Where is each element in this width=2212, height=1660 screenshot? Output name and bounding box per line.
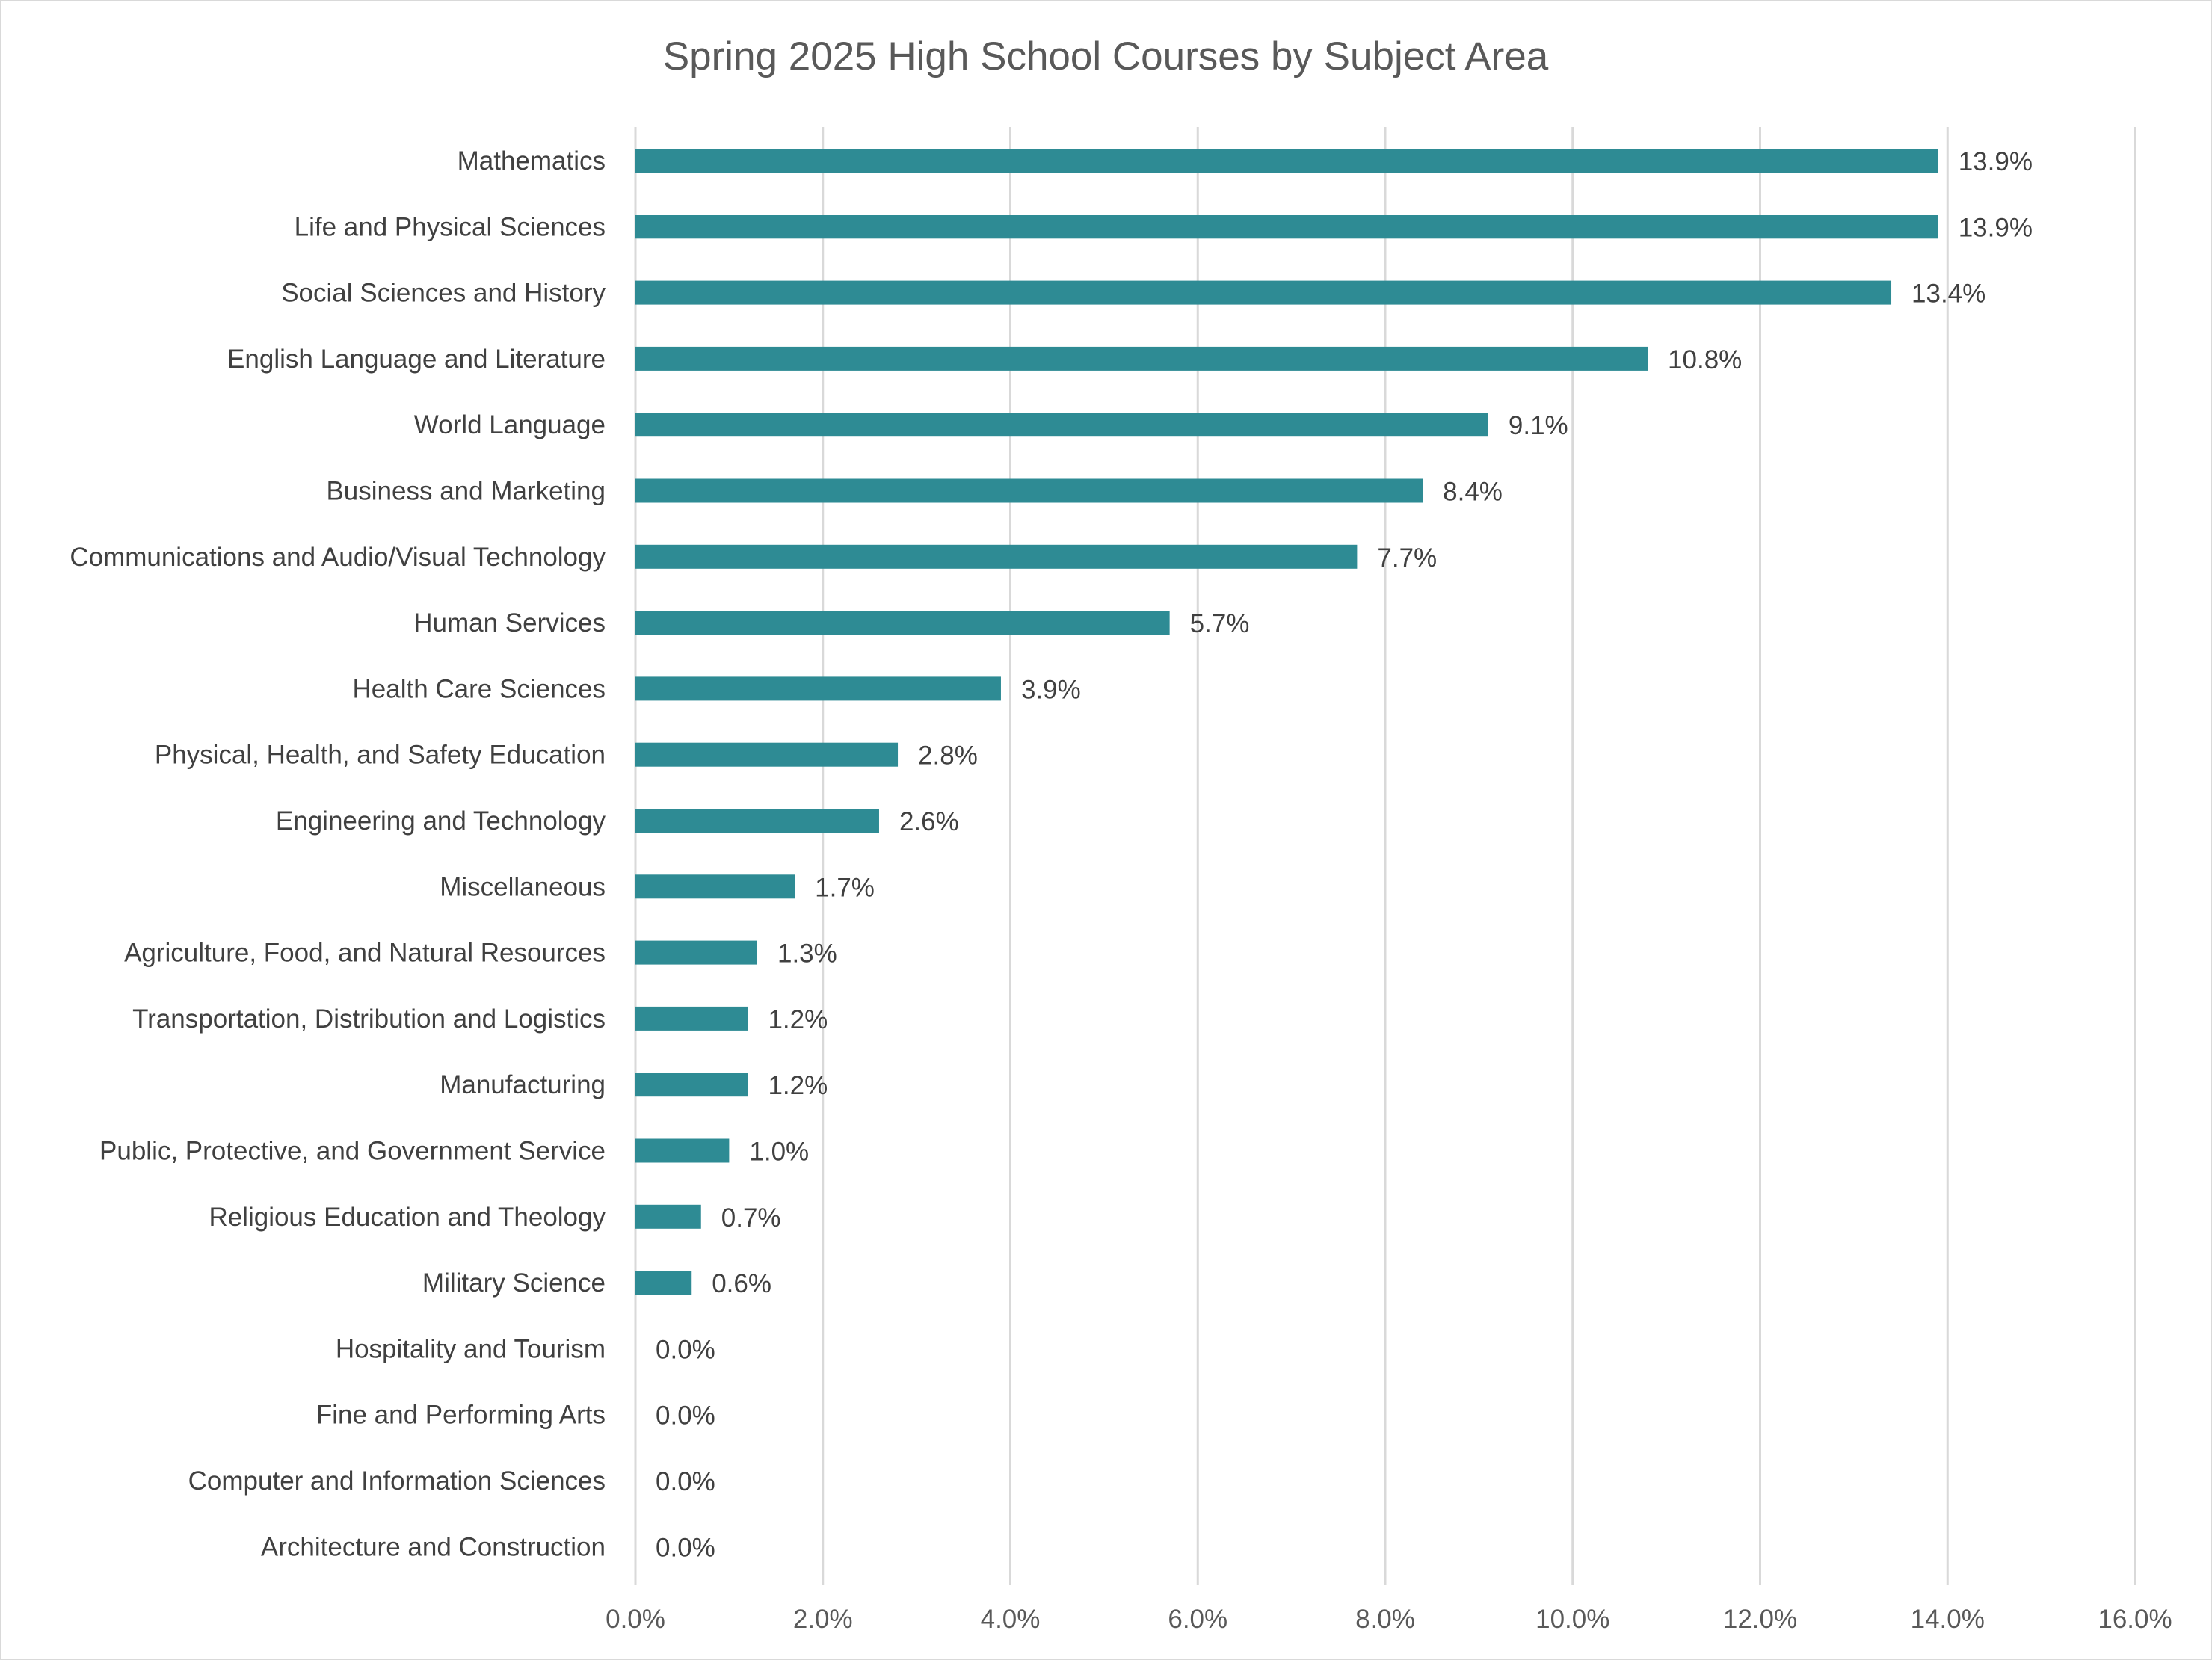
category-label: Communications and Audio/Visual Technolo… bbox=[70, 543, 606, 572]
bar bbox=[635, 940, 757, 965]
category-label: Manufacturing bbox=[440, 1070, 606, 1099]
bar bbox=[635, 1073, 748, 1097]
x-tick-label: 10.0% bbox=[1535, 1605, 1609, 1634]
data-label: 1.3% bbox=[777, 939, 837, 969]
category-labels: Mathematics Life and Physical Sciences Soc… bbox=[70, 146, 606, 1561]
category-label: Miscellaneous bbox=[440, 872, 606, 901]
data-label: 1.2% bbox=[768, 1071, 828, 1100]
category-label: Life and Physical Sciences bbox=[295, 212, 606, 241]
data-label: 0.0% bbox=[656, 1401, 715, 1431]
category-label: Computer and Information Sciences bbox=[188, 1466, 606, 1496]
bar bbox=[635, 1204, 701, 1229]
gridlines bbox=[634, 127, 2136, 1585]
data-label: 9.1% bbox=[1509, 411, 1568, 440]
data-label: 13.9% bbox=[1959, 147, 2033, 176]
bar bbox=[635, 149, 1938, 173]
x-tick-label: 8.0% bbox=[1355, 1605, 1415, 1634]
data-label: 1.2% bbox=[768, 1005, 828, 1034]
category-label: Transportation, Distribution and Logisti… bbox=[132, 1005, 606, 1034]
data-label: 2.8% bbox=[918, 741, 978, 771]
category-label: Social Sciences and History bbox=[281, 279, 606, 308]
data-label: 0.6% bbox=[712, 1269, 771, 1298]
data-label: 0.0% bbox=[656, 1467, 715, 1496]
data-label: 3.9% bbox=[1021, 675, 1081, 704]
x-tick-label: 12.0% bbox=[1723, 1605, 1797, 1634]
bars bbox=[635, 149, 1938, 1295]
bar bbox=[635, 742, 899, 767]
data-label: 0.0% bbox=[656, 1335, 715, 1364]
category-label: Military Science bbox=[422, 1268, 606, 1298]
bar bbox=[635, 280, 1892, 305]
data-label: 1.0% bbox=[749, 1138, 809, 1167]
bar bbox=[635, 874, 795, 899]
data-label: 8.4% bbox=[1443, 478, 1503, 507]
x-tick-label: 16.0% bbox=[2098, 1605, 2172, 1634]
x-tick-label: 4.0% bbox=[981, 1605, 1041, 1634]
data-label: 0.0% bbox=[656, 1533, 715, 1562]
data-label: 0.7% bbox=[721, 1203, 781, 1232]
data-label: 13.4% bbox=[1911, 280, 1985, 309]
bar bbox=[635, 346, 1648, 371]
x-axis-tick-labels: 0.0% 2.0% 4.0% 6.0% 8.0% 10.0% 12.0% 14.0% 16.0% bbox=[606, 1605, 2172, 1634]
category-label: Mathematics bbox=[458, 146, 606, 176]
category-label: Health Care Sciences bbox=[353, 674, 606, 703]
category-label: Agriculture, Food, and Natural Resources bbox=[124, 939, 606, 968]
bar bbox=[635, 215, 1938, 239]
x-tick-label: 14.0% bbox=[1911, 1605, 1985, 1634]
category-label: Architecture and Construction bbox=[261, 1532, 606, 1561]
data-label: 5.7% bbox=[1190, 609, 1250, 638]
category-label: Fine and Performing Arts bbox=[316, 1401, 606, 1430]
bar bbox=[635, 809, 879, 833]
data-label: 13.9% bbox=[1959, 213, 2033, 242]
category-label: Human Services bbox=[413, 608, 606, 638]
bar bbox=[635, 676, 1001, 701]
bar bbox=[635, 1138, 730, 1163]
x-tick-label: 6.0% bbox=[1168, 1605, 1227, 1634]
data-label: 1.7% bbox=[815, 873, 875, 902]
category-label: Physical, Health, and Safety Education bbox=[155, 741, 606, 770]
bar bbox=[635, 544, 1358, 569]
data-label: 2.6% bbox=[899, 807, 959, 836]
category-label: Religious Education and Theology bbox=[209, 1203, 606, 1232]
bar bbox=[635, 413, 1488, 437]
x-tick-label: 0.0% bbox=[606, 1605, 665, 1634]
bar bbox=[635, 478, 1423, 503]
category-label: Business and Marketing bbox=[326, 477, 606, 506]
x-tick-label: 2.0% bbox=[793, 1605, 853, 1634]
bar bbox=[635, 1271, 692, 1295]
bar bbox=[635, 611, 1170, 635]
category-label: Hospitality and Tourism bbox=[336, 1334, 606, 1363]
chart-title: Spring 2025 High School Courses by Subje… bbox=[663, 34, 1549, 78]
data-label: 7.7% bbox=[1377, 543, 1437, 573]
bar bbox=[635, 1006, 748, 1031]
category-label: Engineering and Technology bbox=[276, 806, 606, 836]
data-labels: 13.9% 13.9% 13.4% 10.8% 9.1% 8.4% 7.7% 5.7% 3.9%… bbox=[656, 147, 2033, 1562]
category-label: World Language bbox=[414, 410, 606, 439]
data-label: 10.8% bbox=[1668, 345, 1742, 374]
category-label: English Language and Literature bbox=[227, 345, 606, 374]
category-label: Public, Protective, and Government Servi… bbox=[99, 1137, 606, 1166]
